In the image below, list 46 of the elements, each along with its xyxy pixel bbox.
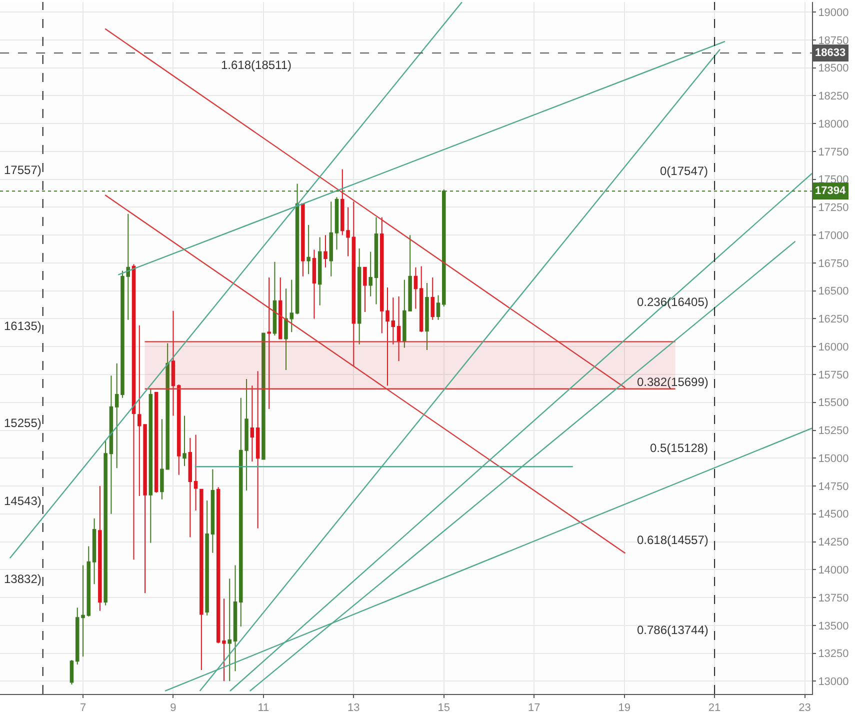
y-tick-label: 16500 [818, 286, 849, 298]
y-tick-label: 18250 [818, 90, 849, 103]
annotation: 17557) [4, 163, 42, 177]
y-tick-label: 15500 [818, 397, 849, 410]
annotation: 15255) [4, 416, 42, 430]
x-tick-label: 11 [258, 702, 270, 714]
annotation: 0.5(15128) [650, 441, 708, 455]
ref-line-label: 17394 [815, 185, 846, 197]
y-tick-label: 18500 [818, 62, 849, 75]
annotation: 13832) [4, 572, 42, 586]
y-tick-label: 13750 [818, 592, 849, 604]
y-tick-label: 15000 [818, 452, 849, 465]
y-tick-label: 14500 [818, 508, 849, 521]
x-tick-label: 17 [528, 702, 540, 714]
y-tick-label: 16750 [818, 258, 849, 270]
y-tick-label: 13500 [818, 620, 849, 632]
ref-line-label: 18633 [815, 47, 846, 59]
y-tick-label: 17250 [818, 202, 849, 214]
y-tick-label: 15250 [818, 425, 849, 438]
annotation: 14543) [4, 494, 42, 508]
x-tick-label: 19 [618, 702, 630, 714]
y-tick-label: 14250 [818, 536, 849, 549]
annotation: 16135) [4, 319, 42, 333]
x-tick-label: 15 [438, 702, 450, 714]
y-tick-label: 14750 [818, 480, 849, 493]
y-tick-label: 18000 [818, 118, 849, 130]
x-tick-label: 13 [348, 702, 360, 714]
x-tick-label: 7 [80, 702, 86, 714]
y-tick-label: 16000 [818, 341, 849, 354]
y-tick-label: 17750 [818, 146, 849, 158]
y-tick-label: 15750 [818, 369, 849, 382]
y-tick-label: 18750 [818, 34, 849, 47]
y-tick-label: 14000 [818, 564, 849, 576]
annotation: 0(17547) [660, 164, 708, 178]
y-tick-label: 19000 [818, 6, 849, 19]
y-tick-label: 13250 [818, 648, 849, 660]
x-tick-label: 23 [798, 702, 811, 714]
annotation: 0.618(14557) [637, 533, 708, 547]
annotation: 0.382(15699) [637, 375, 708, 389]
annotation: 0.786(13744) [637, 623, 708, 637]
y-tick-label: 16250 [818, 314, 849, 326]
x-tick-label: 9 [170, 702, 176, 714]
y-tick-label: 13000 [818, 676, 849, 688]
y-tick-label: 17000 [818, 230, 849, 242]
x-tick-label: 21 [708, 702, 721, 714]
annotation: 1.618(18511) [221, 58, 292, 72]
